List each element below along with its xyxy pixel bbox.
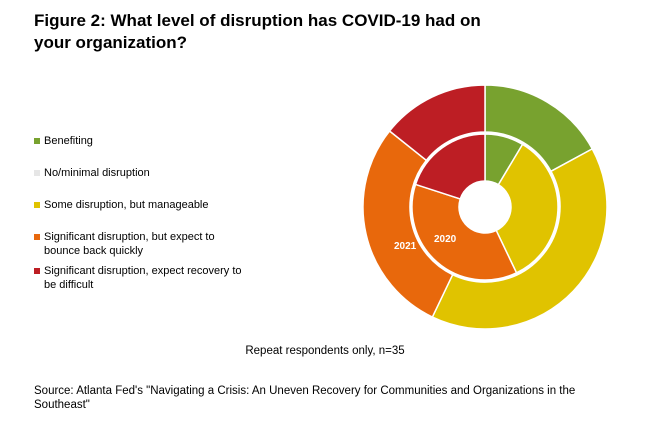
legend-item-benefiting: Benefiting xyxy=(34,134,284,148)
legend-item-minimal: No/minimal disruption xyxy=(34,166,284,180)
legend-swatch-significant-difficult xyxy=(34,268,40,274)
slice-2021-significant-back xyxy=(362,129,454,319)
slice-2021-some xyxy=(431,147,608,330)
legend-item-some: Some disruption, but manageable xyxy=(34,198,284,212)
outer-ring-2021 xyxy=(362,84,608,330)
inner-ring-2020 xyxy=(411,133,559,281)
slice-2021-significant-difficult xyxy=(388,84,486,162)
legend-swatch-some xyxy=(34,202,40,208)
source-text: Source: Atlanta Fed's "Navigating a Cris… xyxy=(34,385,576,411)
legend-label-benefiting: Benefiting xyxy=(44,135,93,147)
legend-item-significant-difficult: Significant disruption, expect recovery … xyxy=(34,264,254,292)
series-label-2021: 2021 xyxy=(394,241,417,252)
slice-2020-significant-back xyxy=(411,183,518,281)
legend-label-minimal: No/minimal disruption xyxy=(44,167,150,179)
slice-2020-some xyxy=(495,143,559,274)
donut-chart: 2021 2020 xyxy=(362,84,608,330)
legend-item-significant-back: Significant disruption, but expect to bo… xyxy=(34,230,244,258)
chart-title: Figure 2: What level of disruption has C… xyxy=(34,11,481,52)
legend-swatch-benefiting xyxy=(34,138,40,144)
legend-label-significant-back: Significant disruption, but expect to bo… xyxy=(44,231,215,257)
sample-note: Repeat respondents only, n=35 xyxy=(245,345,405,357)
legend-swatch-significant-back xyxy=(34,234,40,240)
legend-swatch-minimal xyxy=(34,170,40,176)
slice-2020-significant-difficult xyxy=(414,133,486,200)
legend-label-significant-difficult: Significant disruption, expect recovery … xyxy=(44,265,242,291)
series-label-2020: 2020 xyxy=(434,234,457,245)
legend-label-some: Some disruption, but manageable xyxy=(44,199,209,211)
